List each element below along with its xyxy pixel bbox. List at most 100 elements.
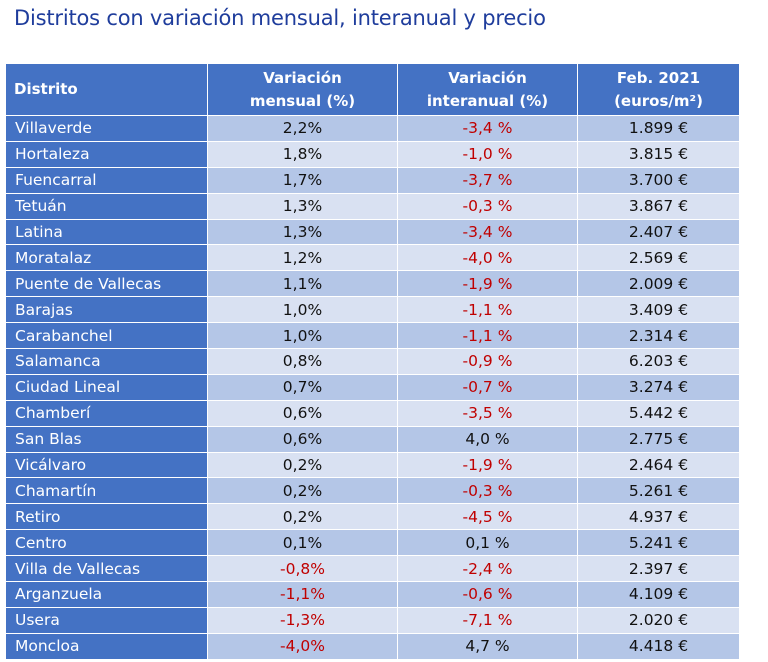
price-cell: 2.009 €	[577, 270, 740, 298]
monthly-variation-cell: 0,7%	[207, 373, 398, 401]
table-row: Centro 0,1% 0,1 % 5.241 €	[5, 529, 740, 557]
monthly-variation-cell: 1,1%	[207, 270, 398, 298]
yearly-variation-cell: -3,4 %	[397, 115, 578, 142]
price-cell: 2.407 €	[577, 218, 740, 246]
price-cell: 5.261 €	[577, 477, 740, 505]
table-body: Villaverde 2,2% -3,4 % 1.899 € Hortaleza 1,8%…	[5, 115, 740, 660]
monthly-variation-cell: 0,2%	[207, 477, 398, 505]
table-row: Fuencarral 1,7% -3,7 % 3.700 €	[5, 166, 740, 194]
monthly-variation-cell: 0,8%	[207, 348, 398, 375]
yearly-variation-cell: -0,3 %	[397, 192, 578, 220]
table-row: Retiro 0,2% -4,5 % 4.937 €	[5, 503, 740, 531]
page-title: Distritos con variación mensual, interan…	[14, 6, 546, 30]
yearly-variation-cell: -4,5 %	[397, 503, 578, 531]
price-cell: 6.203 €	[577, 348, 740, 375]
monthly-variation-cell: -1,3%	[207, 606, 398, 634]
yearly-variation-cell: -1,0 %	[397, 140, 578, 168]
table-row: Hortaleza 1,8% -1,0 % 3.815 €	[5, 140, 740, 168]
table-row: Moratalaz 1,2% -4,0 % 2.569 €	[5, 244, 740, 272]
price-cell: 2.397 €	[577, 555, 740, 583]
header-price-line1: Feb. 2021	[616, 68, 701, 87]
price-cell: 5.241 €	[577, 529, 740, 557]
monthly-variation-cell: 0,6%	[207, 425, 398, 453]
header-district-label: Distrito	[14, 80, 78, 98]
price-cell: 4.109 €	[577, 581, 740, 608]
table-row: Moncloa -4,0% 4,7 % 4.418 €	[5, 632, 740, 660]
district-cell: Latina	[5, 218, 208, 246]
header-yearly-line1: Variación	[448, 68, 527, 87]
district-cell: Barajas	[5, 296, 208, 324]
district-cell: Arganzuela	[5, 581, 208, 608]
yearly-variation-cell: -2,4 %	[397, 555, 578, 583]
district-cell: Salamanca	[5, 348, 208, 375]
monthly-variation-cell: 1,3%	[207, 192, 398, 220]
price-cell: 2.020 €	[577, 606, 740, 634]
district-cell: Carabanchel	[5, 322, 208, 350]
price-cell: 3.815 €	[577, 140, 740, 168]
monthly-variation-cell: 1,0%	[207, 296, 398, 324]
yearly-variation-cell: -3,4 %	[397, 218, 578, 246]
price-cell: 2.464 €	[577, 451, 740, 479]
yearly-variation-cell: -1,1 %	[397, 322, 578, 350]
district-cell: Villaverde	[5, 115, 208, 142]
table-row: Chamberí 0,6% -3,5 % 5.442 €	[5, 399, 740, 427]
monthly-variation-cell: 0,2%	[207, 503, 398, 531]
header-yearly-line2: interanual (%)	[426, 91, 549, 110]
district-cell: Moncloa	[5, 632, 208, 660]
price-cell: 3.700 €	[577, 166, 740, 194]
monthly-variation-cell: 1,8%	[207, 140, 398, 168]
yearly-variation-cell: 0,1 %	[397, 529, 578, 557]
table-header: Distrito Variación mensual (%) Variación…	[5, 63, 740, 116]
district-cell: San Blas	[5, 425, 208, 453]
table-row: Villa de Vallecas -0,8% -2,4 % 2.397 €	[5, 555, 740, 583]
table-row: Tetuán 1,3% -0,3 % 3.867 €	[5, 192, 740, 220]
districts-table: Distrito Variación mensual (%) Variación…	[5, 63, 740, 660]
district-cell: Chamberí	[5, 399, 208, 427]
price-cell: 5.442 €	[577, 399, 740, 427]
district-cell: Fuencarral	[5, 166, 208, 194]
header-yearly: Variación interanual (%)	[397, 63, 578, 116]
district-cell: Usera	[5, 606, 208, 634]
table-row: Ciudad Lineal 0,7% -0,7 % 3.274 €	[5, 373, 740, 401]
yearly-variation-cell: -0,9 %	[397, 348, 578, 375]
monthly-variation-cell: 0,6%	[207, 399, 398, 427]
yearly-variation-cell: -3,5 %	[397, 399, 578, 427]
header-monthly-line1: Variación	[263, 68, 342, 87]
table-row: Salamanca 0,8% -0,9 % 6.203 €	[5, 348, 740, 375]
header-row: Distrito Variación mensual (%) Variación…	[5, 63, 740, 116]
monthly-variation-cell: 0,2%	[207, 451, 398, 479]
table-row: Carabanchel 1,0% -1,1 % 2.314 €	[5, 322, 740, 350]
district-cell: Hortaleza	[5, 140, 208, 168]
table-row: Puente de Vallecas 1,1% -1,9 % 2.009 €	[5, 270, 740, 298]
yearly-variation-cell: -1,1 %	[397, 296, 578, 324]
monthly-variation-cell: -4,0%	[207, 632, 398, 660]
price-cell: 2.775 €	[577, 425, 740, 453]
monthly-variation-cell: 1,3%	[207, 218, 398, 246]
yearly-variation-cell: 4,0 %	[397, 425, 578, 453]
table-row: San Blas 0,6% 4,0 % 2.775 €	[5, 425, 740, 453]
price-cell: 3.867 €	[577, 192, 740, 220]
yearly-variation-cell: 4,7 %	[397, 632, 578, 660]
price-cell: 3.274 €	[577, 373, 740, 401]
monthly-variation-cell: -1,1%	[207, 581, 398, 608]
yearly-variation-cell: -0,6 %	[397, 581, 578, 608]
yearly-variation-cell: -1,9 %	[397, 270, 578, 298]
monthly-variation-cell: 0,1%	[207, 529, 398, 557]
table-row: Barajas 1,0% -1,1 % 3.409 €	[5, 296, 740, 324]
monthly-variation-cell: -0,8%	[207, 555, 398, 583]
price-cell: 4.937 €	[577, 503, 740, 531]
yearly-variation-cell: -0,3 %	[397, 477, 578, 505]
header-monthly-line2: mensual (%)	[249, 91, 356, 110]
table-row: Arganzuela -1,1% -0,6 % 4.109 €	[5, 581, 740, 608]
district-cell: Retiro	[5, 503, 208, 531]
district-cell: Moratalaz	[5, 244, 208, 272]
district-cell: Puente de Vallecas	[5, 270, 208, 298]
monthly-variation-cell: 1,7%	[207, 166, 398, 194]
table-row: Latina 1,3% -3,4 % 2.407 €	[5, 218, 740, 246]
monthly-variation-cell: 1,0%	[207, 322, 398, 350]
district-cell: Villa de Vallecas	[5, 555, 208, 583]
yearly-variation-cell: -3,7 %	[397, 166, 578, 194]
yearly-variation-cell: -4,0 %	[397, 244, 578, 272]
district-cell: Ciudad Lineal	[5, 373, 208, 401]
header-price-line2: (euros/m²)	[614, 91, 703, 110]
